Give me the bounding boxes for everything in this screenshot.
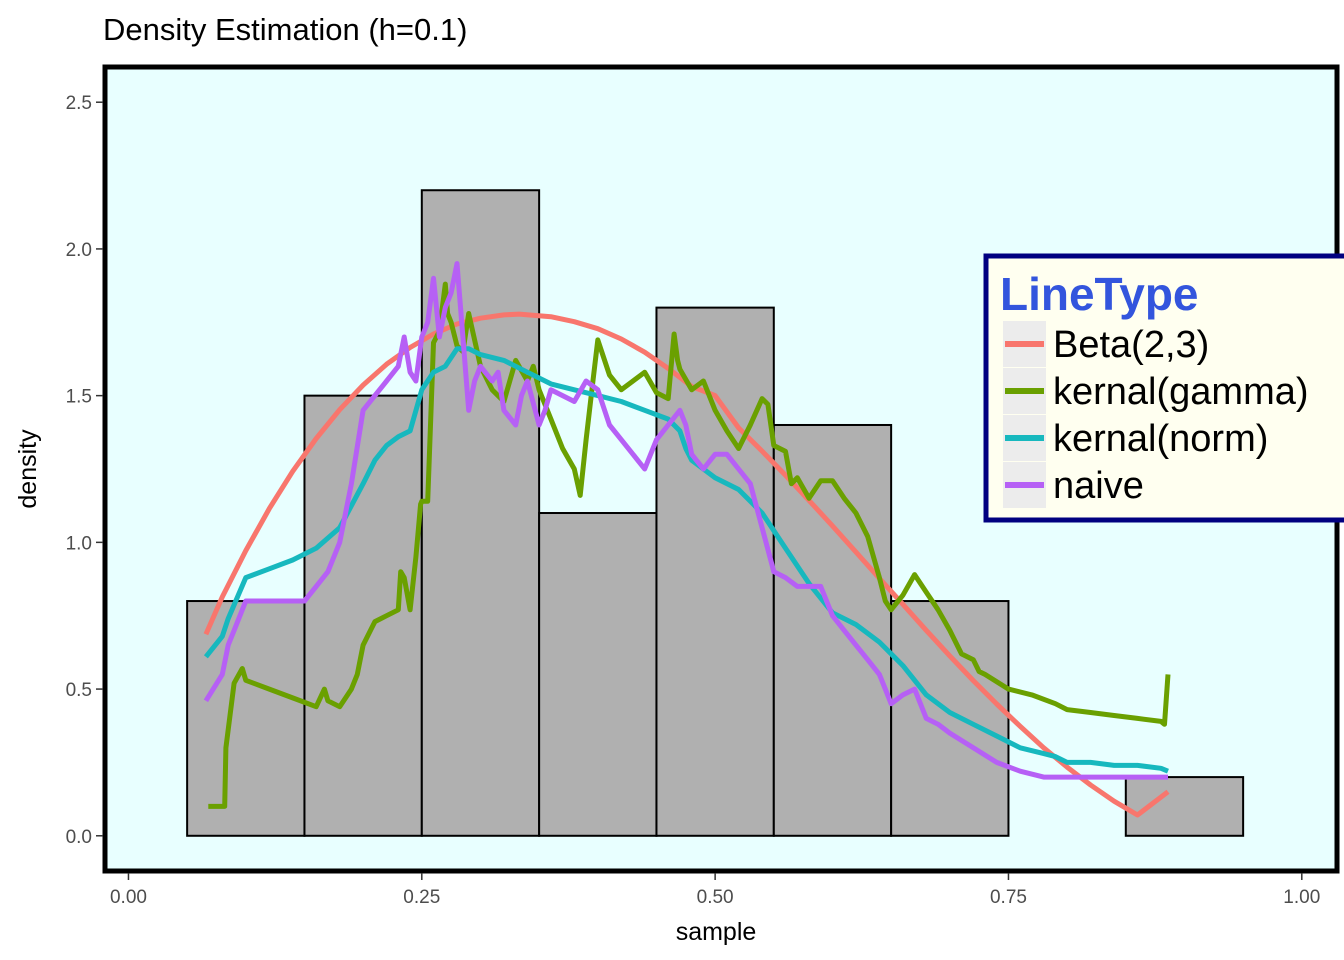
x-tick-label: 0.50 — [697, 887, 734, 908]
x-tick-label: 0.75 — [990, 887, 1027, 908]
histogram-bar-2 — [303, 394, 423, 837]
x-tick-label: 0.25 — [403, 887, 440, 908]
histogram-bar-7 — [890, 600, 1010, 837]
histogram-bar-5 — [655, 306, 775, 837]
y-tick-label: 2.0 — [66, 240, 92, 261]
series-line-4 — [203, 261, 1168, 780]
histogram-bars — [186, 189, 1245, 837]
y-tick-label: 0.0 — [66, 827, 92, 848]
x-tick-label: 1.00 — [1283, 887, 1320, 908]
legend-label: kernal(norm) — [1053, 418, 1268, 460]
legend-label: Beta(2,3) — [1053, 324, 1209, 366]
x-axis: 0.00 0.25 0.50 0.75 1.00 — [110, 873, 1320, 908]
series-line-3 — [203, 346, 1169, 774]
histogram-bar-3 — [420, 189, 541, 837]
chart-title: Density Estimation (h=0.1) — [103, 12, 467, 47]
legend-items: Beta(2,3) kernal(gamma) kernal(norm) naive — [1003, 321, 1309, 508]
y-tick-label: 2.5 — [66, 93, 92, 114]
density-lines — [203, 261, 1171, 818]
y-tick-label: 0.5 — [66, 680, 92, 701]
y-axis: 0.0 0.5 1.0 1.5 2.0 2.5 — [66, 93, 103, 848]
histogram-bar-1 — [186, 600, 306, 837]
x-tick-label: 0.00 — [110, 887, 147, 908]
y-tick-label: 1.0 — [66, 533, 92, 554]
series-line-2 — [208, 281, 1171, 809]
series-line-1 — [203, 311, 1170, 818]
x-axis-label: sample — [676, 918, 757, 946]
histogram-bar-6 — [772, 423, 893, 837]
legend-label: kernal(gamma) — [1053, 371, 1309, 413]
histogram-bar-9 — [1124, 776, 1245, 837]
legend-title: LineType — [1000, 268, 1199, 320]
legend-label: naive — [1053, 465, 1144, 507]
y-tick-label: 1.5 — [66, 387, 92, 408]
y-axis-label: density — [14, 429, 42, 509]
histogram-bar-4 — [538, 512, 658, 837]
legend: LineType Beta(2,3) kernal(gamma) kernal(no… — [983, 253, 1344, 523]
